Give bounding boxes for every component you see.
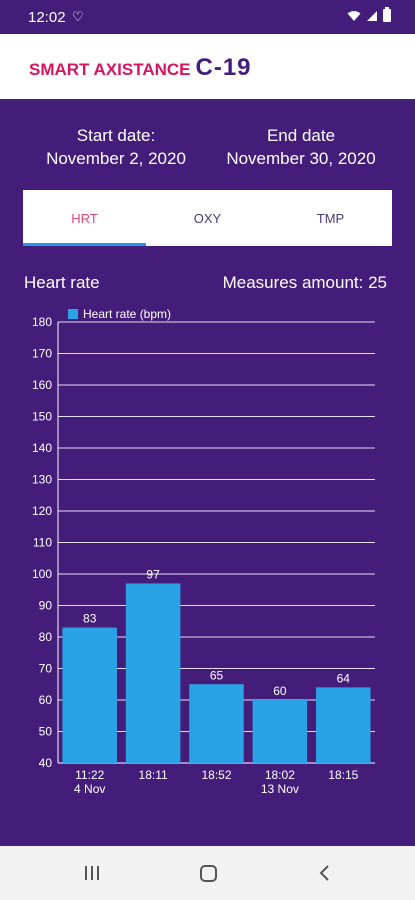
- bar-value-label: 97: [146, 567, 160, 581]
- status-icons: [347, 7, 391, 22]
- x-tick-label: 18:11: [139, 768, 168, 782]
- tab-tmp[interactable]: TMP: [316, 210, 345, 226]
- end-date-value: November 30, 2020: [226, 149, 376, 168]
- bar: [189, 684, 244, 763]
- back-button[interactable]: [309, 860, 339, 886]
- y-tick-label: 160: [32, 378, 52, 392]
- bar: [62, 627, 117, 763]
- bar-value-label: 64: [337, 671, 351, 685]
- heart-rate-chart: 40 50 60 70 80 90 100 110 120 130 140 150 160 170 180 H…: [32, 307, 375, 796]
- bar: [125, 583, 181, 763]
- end-date-label: End date: [266, 126, 336, 145]
- app-logo: SMART AXISTANCE C-19: [29, 54, 252, 82]
- signal-icon: [367, 10, 377, 21]
- bar-value-label: 60: [273, 684, 287, 698]
- heart-outline-icon: ♡: [72, 9, 84, 24]
- measures-amount: Measures amount: 25: [222, 273, 387, 292]
- home-icon: [199, 864, 217, 882]
- navigation-bar: [0, 846, 415, 900]
- y-tick-label: 140: [32, 441, 52, 455]
- end-date-block[interactable]: End date November 30, 2020: [212, 124, 390, 170]
- x-tick-label: 18:15: [328, 768, 358, 782]
- y-tick-label: 90: [39, 599, 53, 613]
- wifi-icon: [347, 10, 361, 21]
- battery-icon: [383, 7, 391, 22]
- tab-hrt[interactable]: HRT: [23, 190, 146, 246]
- tab-oxy[interactable]: OXY: [193, 210, 222, 226]
- home-button[interactable]: [193, 860, 223, 886]
- recents-icon: [85, 866, 99, 880]
- y-tick-label: 180: [32, 315, 52, 329]
- back-chevron-icon: [319, 865, 329, 881]
- logo-text: SMART AXISTANCE: [29, 60, 191, 79]
- start-date-label: Start date:: [76, 126, 156, 145]
- y-tick-label: 110: [33, 536, 52, 550]
- y-tick-label: 170: [32, 347, 52, 361]
- bar-value-label: 65: [210, 668, 224, 682]
- x-tick-label: 11:22 4 Nov: [74, 768, 105, 796]
- x-tick-label: 18:02 13 Nov: [261, 768, 299, 796]
- x-tick-label: 18:52: [201, 768, 231, 782]
- y-tick-label: 50: [39, 725, 53, 739]
- y-tick-label: 130: [32, 473, 52, 487]
- y-tick-label: 100: [32, 567, 52, 581]
- status-time: 12:02: [28, 9, 66, 26]
- y-tick-label: 150: [32, 410, 52, 424]
- bar: [252, 700, 308, 763]
- status-bar: 12:02 ♡: [0, 0, 415, 34]
- bar-value-label: 83: [83, 612, 97, 626]
- y-tick-label: 70: [39, 662, 53, 676]
- y-tick-label: 80: [39, 630, 53, 644]
- y-tick-label: 120: [32, 504, 52, 518]
- app-header: SMART AXISTANCE C-19: [0, 34, 415, 99]
- legend-label: Heart rate (bpm): [83, 307, 171, 321]
- y-tick-label: 60: [39, 693, 53, 707]
- start-date-value: November 2, 2020: [46, 149, 186, 168]
- y-tick-label: 40: [39, 756, 53, 770]
- chart-title: Heart rate: [24, 273, 100, 292]
- legend-swatch: [68, 309, 78, 319]
- measurement-tabs: HRT OXY TMP: [23, 190, 392, 246]
- recents-button[interactable]: [77, 860, 107, 886]
- logo-suffix: C-19: [195, 54, 252, 81]
- bar: [316, 687, 371, 763]
- start-date-block[interactable]: Start date: November 2, 2020: [30, 124, 202, 170]
